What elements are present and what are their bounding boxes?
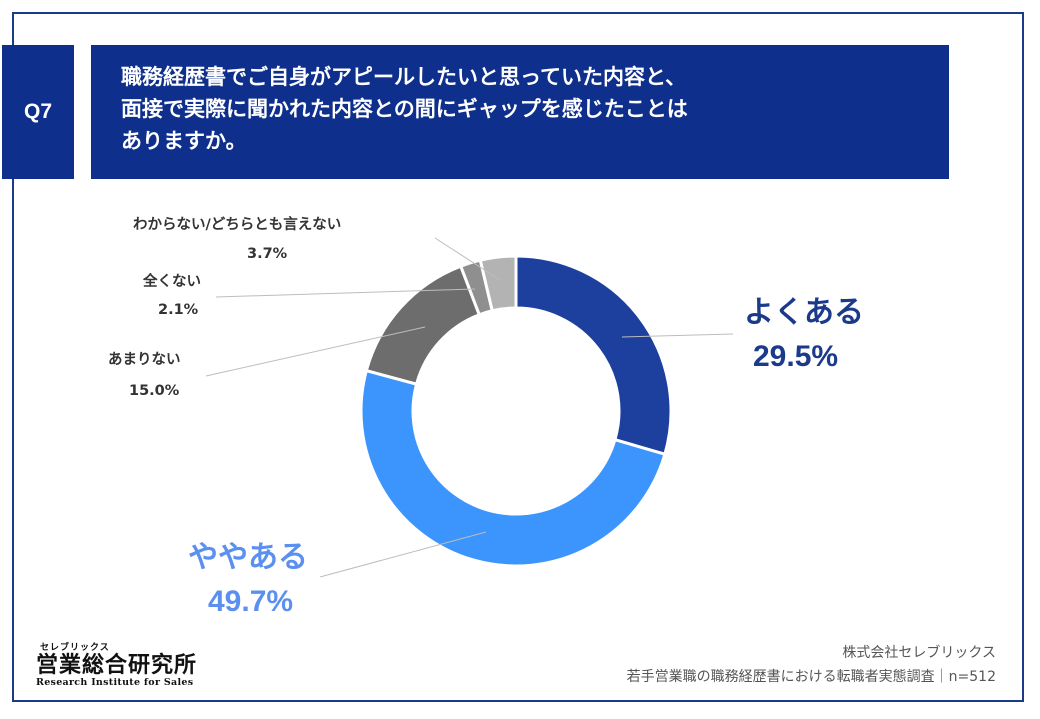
logo-main: 営業総合研究所 [36,652,198,678]
slice-yayaaru [359,368,667,568]
value-mattakunai: 2.1% [158,302,199,318]
question-line-3: ありますか。 [121,129,247,153]
value-yokuaru: 29.5% [753,340,839,373]
question-number-badge: Q7 [2,45,74,179]
leader-line-amarinai [205,326,426,377]
leader-line-yokuaru [621,333,734,338]
donut-slices [359,254,673,568]
question-title: 職務経歴書でご自身がアピールしたいと思っていた内容と、 面接で実際に聞かれた内容… [91,45,949,179]
source-note: 株式会社セレブリックス 若手営業職の職務経歴書における転職者実態調査｜n=512 [627,641,996,689]
slice-wakaranai [478,254,518,313]
value-yayaaru: 49.7% [208,585,294,618]
label-yokuaru: よくある [744,295,864,330]
leader-line-mattakunai [215,288,476,298]
label-amarinai: あまりない [108,352,181,368]
label-mattakunai: 全くない [143,274,201,290]
leader-line-wakaranai [434,237,501,281]
value-wakaranai: 3.7% [247,246,288,262]
logo-english: Research Institute for Sales [36,677,194,688]
leader-line-yayaaru [319,531,487,578]
value-amarinai: 15.0% [129,383,180,399]
slice-amarinai [364,264,482,386]
source-survey: 若手営業職の職務経歴書における転職者実態調査｜n=512 [626,669,996,685]
question-line-1: 職務経歴書でご自身がアピールしたいと思っていた内容と、 [121,65,687,89]
leader-lines [205,237,734,578]
source-company: 株式会社セレブリックス [842,645,996,661]
logo-ruby: セレブリックス [40,643,110,653]
label-wakaranai: わからない/どちらとも言えない [133,217,342,233]
label-yayaaru: ややある [188,540,308,575]
research-institute-logo: セレブリックス 営業総合研究所 Research Institute for S… [36,640,197,688]
slice-yokuaru [514,254,673,457]
question-line-2: 面接で実際に聞かれた内容との間にギャップを感じたことは [121,97,688,121]
